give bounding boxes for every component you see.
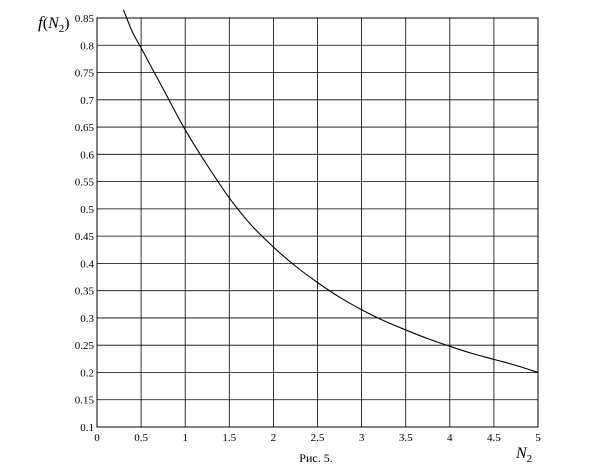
y-tick-label: 0.3 [80, 313, 94, 325]
y-tick-label: 0.55 [75, 177, 95, 189]
x-tick-label: 4.5 [487, 432, 501, 444]
series-line [122, 9, 539, 373]
y-tick-label: 0.65 [75, 122, 95, 134]
x-tick-label: 2.5 [311, 432, 325, 444]
y-tick-label: 0.8 [80, 40, 94, 52]
x-axis-label-sub: 2 [527, 453, 533, 465]
y-tick-label: 0.25 [75, 340, 95, 352]
y-axis-label: f(N2) [38, 13, 70, 35]
x-tick-label: 1.5 [222, 432, 236, 444]
x-tick-label: 0.5 [134, 432, 148, 444]
figure-caption: Рис. 5. [299, 451, 332, 465]
x-tick-label: 2 [271, 432, 277, 444]
y-tick-label: 0.75 [75, 68, 95, 80]
x-tick-label: 0 [94, 432, 100, 444]
plot-frame [96, 17, 539, 428]
y-tick-label: 0.7 [80, 95, 94, 107]
y-tick-label: 0.1 [80, 422, 94, 434]
y-axis-label-func: f [38, 13, 45, 32]
y-axis-label-var: N [47, 15, 60, 32]
series [122, 9, 539, 373]
y-tick-label: 0.15 [75, 395, 95, 407]
y-axis-label-sub: 2 [59, 23, 65, 35]
y-axis-label-close: ) [64, 15, 69, 32]
y-tick-label: 0.4 [80, 258, 94, 270]
x-tick-label: 1 [182, 432, 188, 444]
y-tick-labels: 0.1 0.15 0.2 0.25 0.3 0.35 0.4 0.45 0.5 0.55 0.6 0.… [75, 13, 95, 434]
y-tick-label: 0.6 [80, 149, 94, 161]
y-tick-label: 0.35 [75, 286, 95, 298]
x-tick-label: 5 [535, 432, 541, 444]
x-tick-label: 3.5 [399, 432, 413, 444]
x-axis-label-var: N [515, 445, 528, 462]
y-tick-label: 0.2 [80, 367, 94, 379]
y-tick-label: 0.45 [75, 231, 95, 243]
x-tick-label: 4 [447, 432, 453, 444]
x-axis-label: N2 [515, 445, 532, 465]
grid [96, 17, 539, 428]
y-axis-label-open: ( [43, 15, 48, 32]
y-tick-label: 0.85 [75, 13, 95, 25]
x-tick-labels: 0 0.5 1 1.5 2 2.5 3 3.5 4 4.5 5 [94, 432, 541, 444]
y-tick-label: 0.5 [80, 204, 94, 216]
x-tick-label: 3 [359, 432, 365, 444]
